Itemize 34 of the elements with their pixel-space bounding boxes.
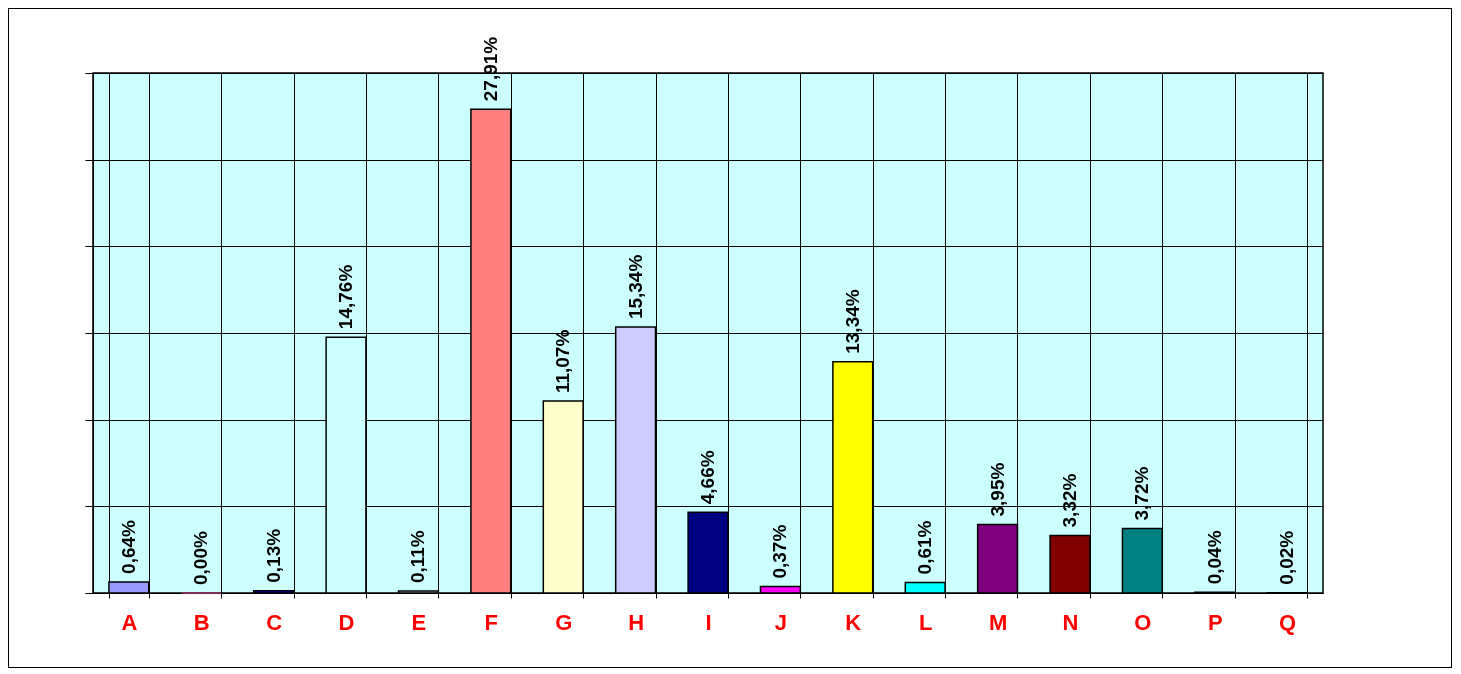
- x-tick-label: A: [121, 609, 138, 635]
- x-tick-label: J: [774, 609, 788, 635]
- x-tick-label: H: [628, 609, 645, 635]
- data-label: 3,72%: [1131, 466, 1153, 521]
- x-tick-label: I: [705, 609, 712, 635]
- x-tick-label: K: [845, 609, 862, 635]
- data-label: 15,34%: [624, 254, 646, 320]
- data-label: 13,34%: [841, 289, 863, 354]
- x-tick-label: C: [266, 609, 283, 635]
- x-tick-label: O: [1134, 609, 1152, 635]
- x-tick-label: E: [411, 609, 427, 635]
- x-tick-label: Q: [1279, 609, 1297, 635]
- data-label: 14,76%: [335, 264, 357, 330]
- x-tick-label: D: [338, 609, 355, 635]
- data-label: 0,11%: [407, 530, 429, 584]
- x-tick-label: N: [1062, 609, 1079, 635]
- x-tick-label: M: [988, 609, 1008, 635]
- data-label: 4,66%: [697, 450, 718, 505]
- data-label: 0,61%: [914, 520, 936, 575]
- data-label: 0,13%: [262, 528, 284, 583]
- x-tick-label: P: [1207, 609, 1223, 635]
- x-tick-label: G: [555, 609, 573, 635]
- data-label: 3,95%: [986, 462, 1008, 517]
- data-label: 3,32%: [1058, 473, 1080, 528]
- data-label: 0,64%: [117, 519, 139, 574]
- data-label: 0,04%: [1203, 530, 1225, 585]
- data-label: 27,91%: [479, 36, 501, 102]
- x-tick-label: F: [484, 609, 499, 635]
- x-tick-label: L: [918, 609, 933, 635]
- x-tick-label: B: [193, 609, 210, 635]
- data-label: 0,37%: [769, 524, 791, 579]
- data-label: 0,00%: [190, 531, 212, 585]
- data-label: 0,02%: [1276, 530, 1298, 585]
- data-label: 11,07%: [552, 329, 574, 394]
